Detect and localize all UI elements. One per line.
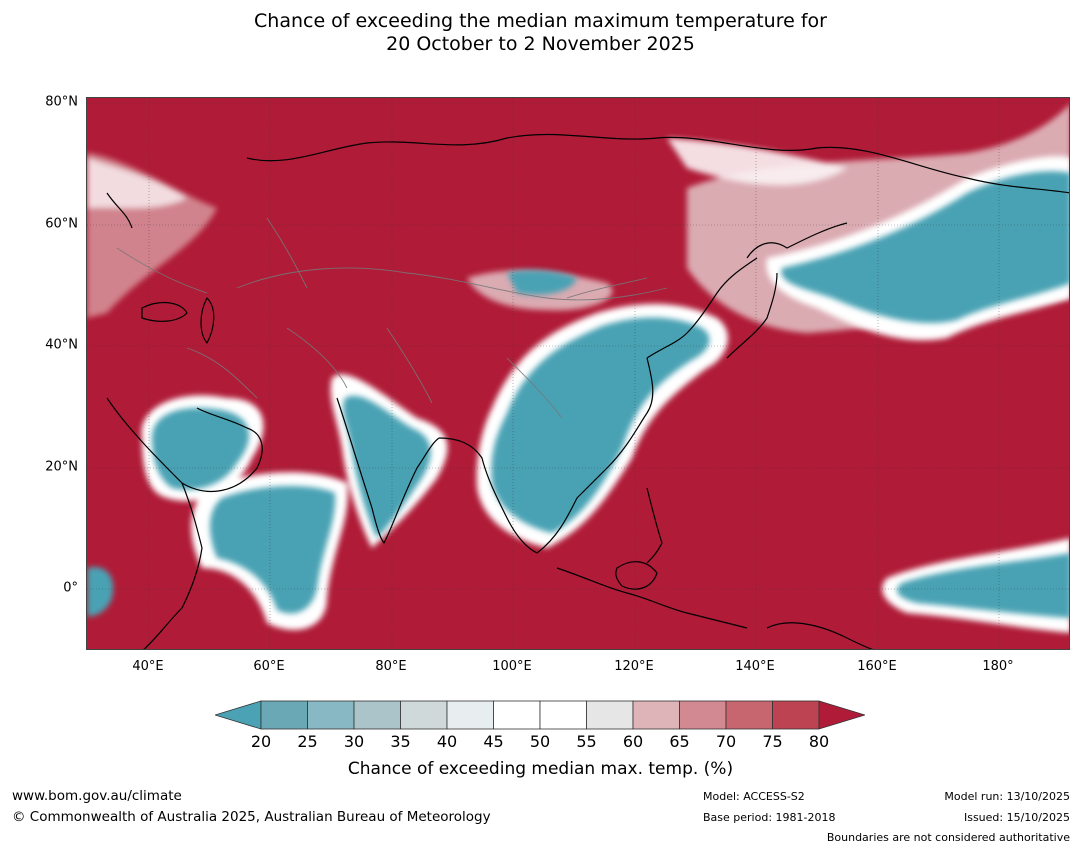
colorbar-tick-label: 40 <box>436 732 458 751</box>
colorbar <box>215 700 865 730</box>
colorbar-bin <box>586 700 634 730</box>
colorbar-extend-low <box>215 700 262 730</box>
colorbar-tick-label: 55 <box>576 732 597 751</box>
lat-label-20n: 20°N <box>45 459 78 475</box>
colorbar-extend-high <box>818 700 865 730</box>
coast-baltic <box>106 192 133 229</box>
footer-boundaries-note: Boundaries are not considered authoritat… <box>826 831 1070 844</box>
blue-africa <box>210 486 336 614</box>
colorbar-tick-label: 25 <box>297 732 318 751</box>
colorbar-bin <box>539 700 587 730</box>
coast-india <box>336 397 440 544</box>
lon-label-180: 180° <box>982 659 1014 674</box>
colorbar-bin <box>307 700 355 730</box>
lat-label-0: 0° <box>63 580 78 596</box>
blue-mongolia <box>507 270 577 295</box>
colorbar-bin <box>400 700 448 730</box>
lat-label-60n: 60°N <box>45 216 78 232</box>
blue-arabia <box>152 407 249 490</box>
probability-map <box>86 97 1070 650</box>
blue-east-africa <box>87 567 114 617</box>
graticule <box>87 98 1069 649</box>
lon-label-160e: 160°E <box>857 659 897 674</box>
blue-regions <box>87 171 1069 618</box>
lon-label-140e: 140°E <box>735 659 775 674</box>
lat-label-40n: 40°N <box>45 337 78 353</box>
colorbar-bin <box>260 700 308 730</box>
colorbar-tick-label: 70 <box>715 732 737 751</box>
colorbar-segments <box>215 700 865 730</box>
colorbar-tick-label: 20 <box>250 732 272 751</box>
footer-base-period: Base period: 1981-2018 <box>703 811 836 824</box>
colorbar-label: Chance of exceeding median max. temp. (%… <box>347 759 734 779</box>
blue-india <box>343 395 431 538</box>
lon-label-120e: 120°E <box>614 659 654 674</box>
blue-china <box>491 317 710 533</box>
colorbar-bin <box>353 700 401 730</box>
colorbar-bin <box>772 700 820 730</box>
map-title-line1: Chance of exceeding the median maximum t… <box>254 10 827 32</box>
country-borders <box>116 217 668 419</box>
coast-okhotsk <box>746 222 848 259</box>
colorbar-tick-label: 35 <box>390 732 411 751</box>
coast-east-china <box>646 257 758 359</box>
colorbar-bin <box>632 700 680 730</box>
colorbar-tick-label: 45 <box>483 732 504 751</box>
blue-equatorial-pacific <box>897 553 1069 618</box>
coast-new-guinea <box>766 622 873 649</box>
colorbar-bin <box>493 700 541 730</box>
colorbar-bin <box>679 700 727 730</box>
colorbar-bin <box>725 700 773 730</box>
lon-label-60e: 60°E <box>253 659 285 674</box>
coast-africa-horn <box>143 482 203 649</box>
coast-philippines <box>646 487 663 564</box>
coast-se-asia <box>536 357 654 554</box>
map-canvas <box>87 98 1069 649</box>
zone-europe-white <box>87 158 187 208</box>
lon-label-100e: 100°E <box>492 659 532 674</box>
coast-bay-of-bengal <box>438 437 538 554</box>
coastlines <box>106 133 1069 649</box>
coast-borneo <box>615 561 658 590</box>
colorbar-tick-label: 60 <box>622 732 644 751</box>
colorbar-tick-label: 65 <box>669 732 690 751</box>
colorbar-tick-label: 30 <box>343 732 365 751</box>
footer-copyright: © Commonwealth of Australia 2025, Austra… <box>12 809 491 825</box>
colorbar-tick-label: 75 <box>762 732 783 751</box>
colorbar-tick-label: 50 <box>529 732 551 751</box>
coast-japan <box>726 272 778 359</box>
footer-url: www.bom.gov.au/climate <box>12 788 182 804</box>
footer-issued: Issued: 15/10/2025 <box>963 811 1070 824</box>
colorbar-bin <box>446 700 494 730</box>
footer-model: Model: ACCESS-S2 <box>703 790 805 803</box>
lat-label-80n: 80°N <box>45 94 78 110</box>
map-title-line2: 20 October to 2 November 2025 <box>386 33 695 55</box>
footer-model-run: Model run: 13/10/2025 <box>944 790 1070 803</box>
colorbar-tick-label: 80 <box>808 732 830 751</box>
coast-red-sea-arabia <box>106 397 263 492</box>
zone-ne-asia <box>667 138 847 185</box>
coast-arctic <box>246 133 1069 194</box>
lon-label-40e: 40°E <box>132 659 164 674</box>
blue-ne-pacific <box>781 171 1069 323</box>
lon-label-80e: 80°E <box>375 659 407 674</box>
coast-black-sea <box>141 301 188 322</box>
coast-caspian <box>200 297 215 344</box>
coast-indonesia <box>556 567 748 629</box>
